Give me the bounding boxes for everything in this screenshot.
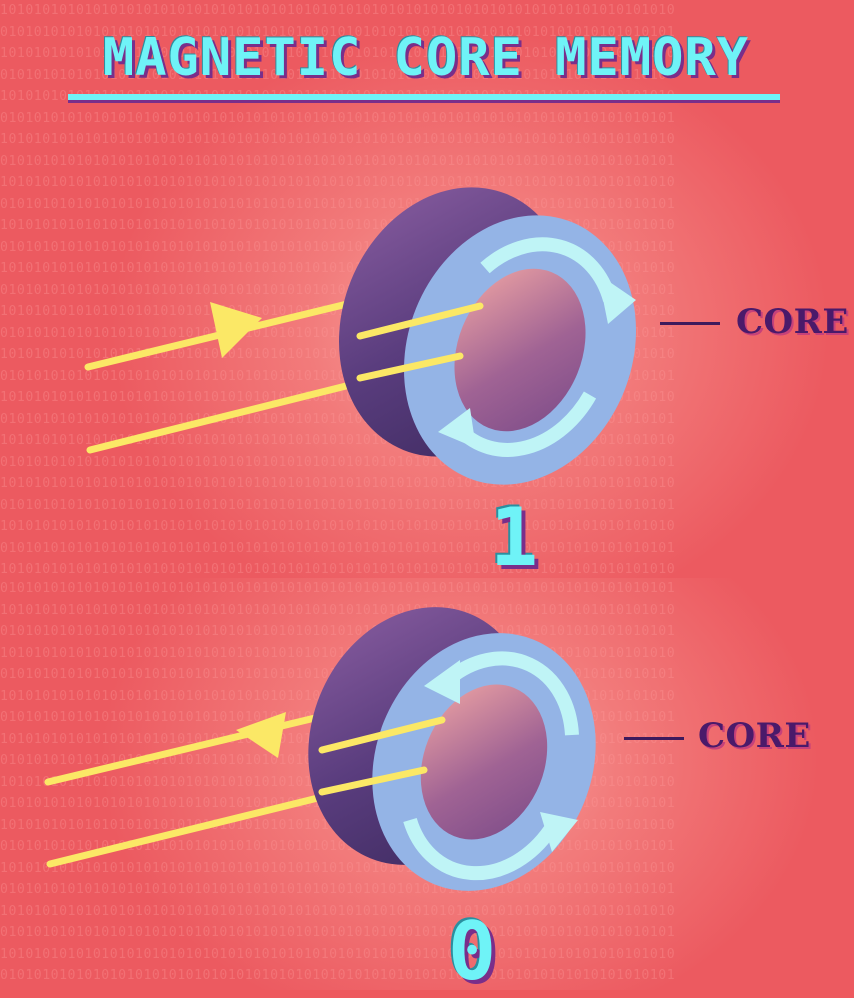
arrowhead xyxy=(598,274,636,324)
core-label-state-one: CORE xyxy=(736,302,849,342)
wire-lower-back xyxy=(86,376,374,454)
wire-lower-back xyxy=(46,791,334,868)
core-label-leader-line xyxy=(624,737,684,740)
wire-upper-back xyxy=(44,708,344,786)
title-underline xyxy=(68,94,780,100)
wire-lower-through-core xyxy=(318,766,428,796)
wire-direction-arrow-icon xyxy=(236,712,286,758)
bit-value-zero: 0 xyxy=(448,905,497,998)
ferrite-core-ring-icon xyxy=(308,607,596,891)
wire-upper-through-core xyxy=(356,302,484,340)
diagram-title: MAGNETIC CORE MEMORY xyxy=(102,28,750,88)
ferrite-core-ring-icon xyxy=(338,187,637,485)
arrowhead xyxy=(540,812,578,852)
core-label-leader-line xyxy=(660,322,720,325)
circular-arrow-counterclockwise-icon xyxy=(403,651,579,881)
wire-direction-arrow-icon xyxy=(210,302,262,358)
arrowhead xyxy=(424,660,460,704)
wire-lower-through-core xyxy=(356,352,464,382)
arrowhead xyxy=(438,408,476,448)
wire-upper-through-core xyxy=(318,716,446,754)
core-label-state-zero: CORE xyxy=(698,716,811,756)
bit-value-one: 1 xyxy=(490,491,539,584)
